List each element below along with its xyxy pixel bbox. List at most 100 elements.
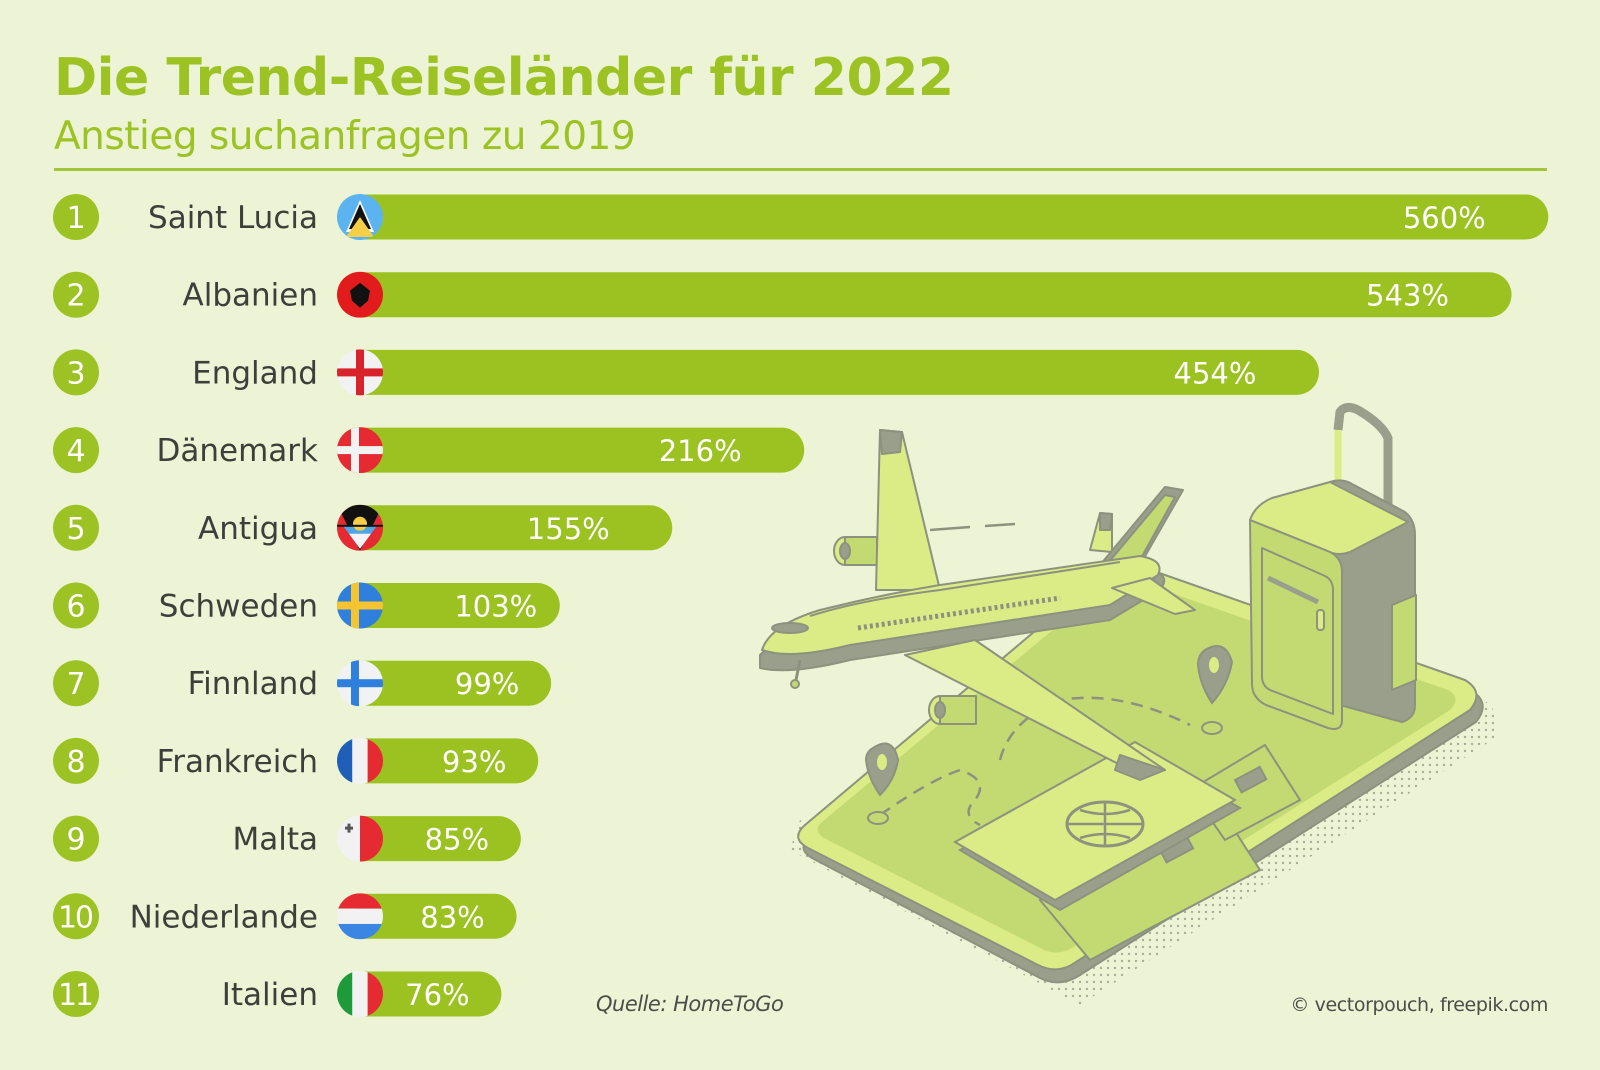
rank-number: 8 xyxy=(66,745,85,780)
denmark-flag-icon xyxy=(337,427,383,474)
rank-circle xyxy=(53,194,99,240)
bar-row: 1 Saint Lucia 560% xyxy=(53,194,1549,240)
rank-circle xyxy=(53,349,99,396)
italy-flag-icon xyxy=(337,971,383,1017)
value-label: 85% xyxy=(425,823,489,857)
map-pin-icon xyxy=(864,742,900,825)
rank-badge: 5 xyxy=(53,504,99,551)
bar xyxy=(357,971,502,1017)
country-label: Albanien xyxy=(183,278,318,314)
bar xyxy=(357,583,560,628)
country-label: Schweden xyxy=(159,589,318,625)
rank-number: 10 xyxy=(58,900,94,935)
rank-circle xyxy=(53,271,99,318)
rank-badge: 2 xyxy=(53,271,99,318)
country-label: Niederlande xyxy=(130,899,318,935)
bar-row: 9 Malta 85% xyxy=(53,815,521,862)
bar-row: 2 Albanien 543% xyxy=(53,271,1512,318)
antigua-flag-icon xyxy=(337,504,383,551)
bar xyxy=(357,194,1549,240)
title-divider xyxy=(54,168,1547,171)
albania-flag-icon xyxy=(337,271,383,318)
rank-circle xyxy=(53,971,99,1017)
image-credit: © vectorpouch, freepik.com xyxy=(1290,994,1548,1016)
value-label: 103% xyxy=(454,590,537,624)
bar xyxy=(357,660,552,706)
country-label: Frankreich xyxy=(157,744,318,780)
bar-row: 10 Niederlande 83% xyxy=(53,893,517,940)
netherlands-flag-icon xyxy=(337,893,383,940)
rank-circle xyxy=(53,815,99,862)
value-label: 99% xyxy=(455,667,519,701)
rank-circle xyxy=(53,737,99,784)
chart-subtitle: Anstieg suchanfragen zu 2019 xyxy=(54,114,636,159)
rank-number: 5 xyxy=(66,512,85,547)
bar xyxy=(357,349,1320,395)
bar-row: 7 Finnland 99% xyxy=(53,660,552,707)
country-label: Malta xyxy=(232,822,318,858)
value-label: 454% xyxy=(1174,356,1257,390)
bar xyxy=(357,505,673,551)
sweden-flag-icon xyxy=(337,582,383,629)
rank-number: 1 xyxy=(66,201,85,236)
suitcase-icon xyxy=(1249,402,1417,730)
value-label: 93% xyxy=(442,745,506,779)
bar-row: 11 Italien 76% xyxy=(53,971,502,1017)
value-label: 83% xyxy=(420,900,484,934)
airplane-windows xyxy=(857,595,1061,631)
rank-number: 9 xyxy=(66,823,85,858)
rank-number: 4 xyxy=(66,434,85,469)
bar xyxy=(357,272,1512,318)
rank-badge: 3 xyxy=(53,349,99,396)
country-label: Dänemark xyxy=(157,433,319,469)
malta-flag-icon xyxy=(337,815,383,862)
bar xyxy=(357,816,521,862)
value-label: 216% xyxy=(659,434,742,468)
rank-circle xyxy=(53,660,99,707)
rank-number: 6 xyxy=(66,590,85,625)
rank-badge: 11 xyxy=(53,971,99,1017)
bar xyxy=(357,893,517,939)
bar-row: 4 Dänemark 216% xyxy=(53,427,805,474)
rank-badge: 4 xyxy=(53,427,99,474)
value-label: 76% xyxy=(405,978,469,1012)
country-label: England xyxy=(192,355,318,391)
rank-badge: 10 xyxy=(53,893,99,940)
value-label: 543% xyxy=(1366,279,1449,313)
source-note: Quelle: HomeToGo xyxy=(596,992,784,1016)
rank-badge: 9 xyxy=(53,815,99,862)
finland-flag-icon xyxy=(337,660,383,707)
rank-circle xyxy=(53,427,99,474)
country-label: Antigua xyxy=(198,511,318,547)
rank-badge: 8 xyxy=(53,737,99,784)
airplane-icon xyxy=(759,429,1196,781)
bar-row: 3 England 454% xyxy=(53,349,1320,396)
passport-icon xyxy=(952,740,1243,912)
rank-circle xyxy=(53,582,99,629)
bar xyxy=(357,738,539,784)
bar xyxy=(357,427,805,473)
rank-number: 7 xyxy=(66,667,85,702)
rank-badge: 6 xyxy=(53,582,99,629)
rank-number: 3 xyxy=(66,356,85,391)
bar-row: 8 Frankreich 93% xyxy=(53,737,539,784)
rank-number: 11 xyxy=(58,978,94,1013)
travel-illustration xyxy=(759,402,1500,1005)
rank-badge: 7 xyxy=(53,660,99,707)
country-label: Finnland xyxy=(188,666,318,702)
chart-title: Die Trend-Reiseländer für 2022 xyxy=(54,48,954,108)
country-label: Saint Lucia xyxy=(148,200,318,236)
map-pin-icon xyxy=(1196,645,1234,735)
bar-row: 6 Schweden 103% xyxy=(53,582,560,629)
england-flag-icon xyxy=(337,349,383,396)
rank-badge: 1 xyxy=(53,194,99,240)
france-flag-icon xyxy=(337,737,383,784)
rank-number: 2 xyxy=(66,279,85,314)
bar-row: 5 Antigua 155% xyxy=(53,504,673,551)
country-label: Italien xyxy=(222,977,318,1013)
rank-circle xyxy=(53,893,99,940)
value-label: 560% xyxy=(1403,201,1486,235)
value-label: 155% xyxy=(527,512,610,546)
rank-circle xyxy=(53,504,99,551)
